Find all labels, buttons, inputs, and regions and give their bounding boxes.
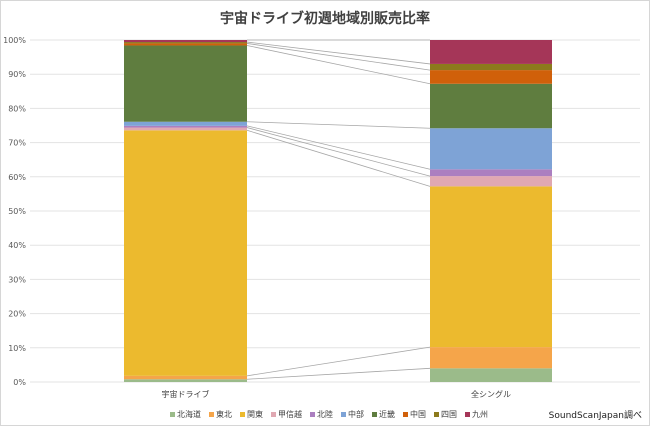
legend-item: 北海道: [170, 409, 201, 420]
y-tick-label: 100%: [3, 36, 26, 45]
series-connector-line: [246, 367, 431, 380]
legend-label: 近畿: [379, 410, 395, 419]
legend-swatch: [403, 412, 408, 417]
bar-segment-九州: [430, 40, 552, 64]
chart-title: 宇宙ドライブ初週地域別販売比率: [220, 11, 430, 27]
bar-segment-関東: [430, 186, 552, 348]
series-connector-line: [246, 127, 431, 177]
legend-item: 関東: [240, 409, 263, 420]
legend-label: 関東: [247, 410, 263, 419]
legend-item: 甲信越: [271, 409, 302, 420]
legend-swatch: [341, 412, 346, 417]
bar-segment-中国: [430, 70, 552, 84]
legend-item: 近畿: [372, 409, 395, 420]
chart-legend: 北海道 東北 関東 甲信越 北陸 中部 近畿 中国 四国 九州: [170, 409, 488, 420]
bar-segment-関東: [124, 130, 247, 376]
legend-swatch: [310, 412, 315, 417]
series-connector-line: [246, 129, 431, 187]
bar-segment-中部: [430, 128, 552, 170]
bar-segment-東北: [430, 347, 552, 369]
bar-segment-北陸: [124, 125, 247, 128]
bar-segment-東北: [124, 375, 247, 380]
series-connector-line: [246, 125, 431, 170]
legend-swatch: [209, 412, 214, 417]
bar-segment-中部: [124, 121, 247, 126]
bar-segment-近畿: [124, 45, 247, 122]
legend-item: 中部: [341, 409, 364, 420]
y-tick-label: 0%: [13, 378, 26, 387]
legend-swatch: [271, 412, 276, 417]
series-connector-line: [246, 43, 431, 71]
legend-item: 九州: [465, 409, 488, 420]
bar-segment-九州: [124, 40, 247, 43]
legend-label: 東北: [216, 410, 232, 419]
x-category-label: 全シングル: [471, 389, 511, 399]
series-connector-line: [246, 45, 431, 85]
legend-swatch: [372, 412, 377, 417]
source-note: SoundScanJapan調べ: [548, 411, 642, 421]
legend-label: 中部: [348, 410, 364, 419]
y-tick-label: 40%: [8, 241, 26, 250]
legend-swatch: [170, 412, 175, 417]
series-connector-line: [246, 346, 431, 377]
bar-segment-北陸: [430, 169, 552, 177]
y-tick-label: 60%: [8, 173, 26, 182]
y-tick-label: 20%: [8, 310, 26, 319]
legend-swatch: [465, 412, 470, 417]
y-tick-label: 30%: [8, 275, 26, 284]
y-tick-label: 90%: [8, 70, 26, 79]
legend-label: 九州: [472, 410, 488, 419]
bar-segment-近畿: [430, 83, 552, 129]
legend-item: 中国: [403, 409, 426, 420]
legend-swatch: [434, 412, 439, 417]
legend-label: 四国: [441, 410, 457, 419]
series-connector-line: [246, 41, 431, 65]
legend-label: 中国: [410, 410, 426, 419]
legend-swatch: [240, 412, 245, 417]
y-tick-label: 10%: [8, 344, 26, 353]
bar-segment-北海道: [430, 368, 552, 382]
series-connector-line: [246, 121, 431, 129]
legend-item: 東北: [209, 409, 232, 420]
legend-item: 北陸: [310, 409, 333, 420]
bar-segment-甲信越: [430, 176, 552, 187]
legend-item: 四国: [434, 409, 457, 420]
x-category-label: 宇宙ドライブ: [162, 389, 210, 399]
legend-label: 北陸: [317, 410, 333, 419]
bar-segment-中国: [124, 43, 247, 46]
bar-segment-甲信越: [124, 127, 247, 131]
y-tick-label: 50%: [8, 207, 26, 216]
y-tick-label: 80%: [8, 104, 26, 113]
y-tick-label: 70%: [8, 139, 26, 148]
bar-segment-四国: [124, 42, 247, 44]
bar-segment-北海道: [124, 379, 247, 382]
bar-segment-四国: [430, 63, 552, 71]
legend-label: 甲信越: [278, 410, 302, 419]
legend-label: 北海道: [177, 410, 201, 419]
